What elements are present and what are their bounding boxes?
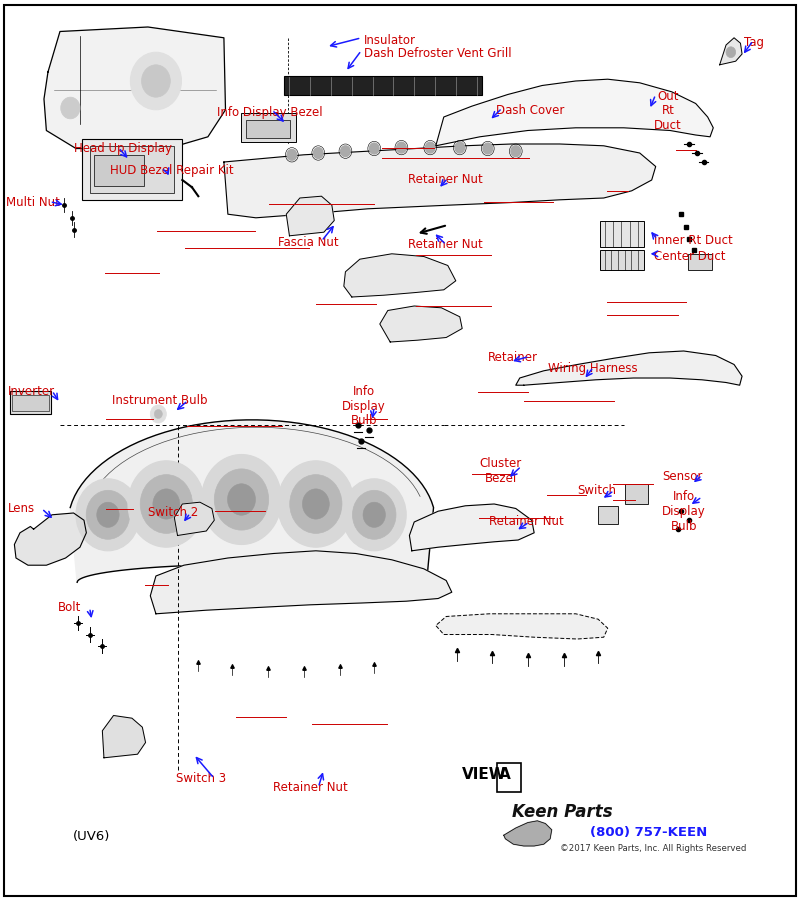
Text: ©2017 Keen Parts, Inc. All Rights Reserved: ©2017 Keen Parts, Inc. All Rights Reserv… [560,844,746,853]
Polygon shape [410,504,534,551]
Circle shape [314,148,323,158]
Circle shape [150,405,166,423]
Text: Retainer Nut: Retainer Nut [490,515,564,527]
Polygon shape [70,420,434,582]
Polygon shape [720,38,742,65]
Circle shape [140,474,193,534]
Text: Retainer Nut: Retainer Nut [274,781,348,794]
Polygon shape [150,551,452,614]
Circle shape [302,489,330,519]
Text: Dash Defroster Vent Grill: Dash Defroster Vent Grill [364,47,511,59]
Circle shape [455,142,465,153]
Circle shape [227,484,255,515]
Circle shape [86,491,130,539]
Circle shape [397,142,406,153]
Text: Retainer Nut: Retainer Nut [408,173,482,185]
Bar [600,250,644,270]
Circle shape [128,461,205,547]
Text: Lens: Lens [8,502,35,515]
Bar [246,120,290,138]
Text: Bolt: Bolt [58,601,81,614]
Circle shape [341,146,350,157]
Circle shape [154,410,162,418]
Bar [626,484,648,504]
Polygon shape [286,196,334,236]
Text: Cluster
Bezel: Cluster Bezel [480,457,522,485]
Text: Switch: Switch [578,484,616,497]
Text: A: A [499,767,510,782]
Bar [242,113,296,142]
Text: Retainer Nut: Retainer Nut [408,238,482,251]
Polygon shape [344,254,456,297]
Polygon shape [174,502,214,536]
Circle shape [483,143,493,154]
Circle shape [353,491,396,539]
Circle shape [511,146,521,157]
Circle shape [278,461,354,547]
Text: Insulator: Insulator [364,34,416,47]
Polygon shape [504,821,552,846]
Bar [90,146,174,193]
Circle shape [153,489,180,519]
Text: Center Duct: Center Duct [654,250,726,263]
Circle shape [130,52,182,110]
Circle shape [290,474,342,534]
Bar [10,392,51,414]
Polygon shape [102,716,146,758]
Polygon shape [44,27,226,148]
Polygon shape [436,79,714,146]
Text: Wiring Harness: Wiring Harness [548,362,638,374]
Bar [12,395,49,411]
Text: Dash Cover: Dash Cover [496,104,564,116]
Polygon shape [436,614,608,639]
Circle shape [76,479,140,551]
Text: Fascia Nut: Fascia Nut [278,236,339,248]
Text: HUD Bezel Repair Kit: HUD Bezel Repair Kit [110,164,234,176]
Circle shape [342,479,406,551]
Text: VIEW: VIEW [462,767,507,782]
Bar [688,254,712,270]
Circle shape [363,502,386,527]
Text: (UV6): (UV6) [74,830,110,842]
Circle shape [142,65,170,97]
Circle shape [202,454,282,544]
Polygon shape [224,144,656,218]
Circle shape [214,469,269,530]
Text: Instrument Bulb: Instrument Bulb [112,394,207,407]
Text: Switch 2: Switch 2 [148,506,198,518]
Text: Info
Display
Bulb: Info Display Bulb [662,491,706,533]
Text: Head Up Display: Head Up Display [74,142,171,155]
Text: (800) 757-KEEN: (800) 757-KEEN [590,826,707,839]
Bar [498,763,522,792]
Circle shape [97,502,119,527]
Polygon shape [516,351,742,385]
Circle shape [61,97,80,119]
Bar [284,76,482,94]
Text: Sensor: Sensor [662,470,702,482]
Bar [94,155,144,186]
Circle shape [287,149,297,160]
Text: Info Display Bezel: Info Display Bezel [218,106,323,119]
Text: Info
Display
Bulb: Info Display Bulb [342,385,386,428]
Polygon shape [380,306,462,342]
Text: Multi Nut: Multi Nut [6,196,60,209]
Polygon shape [14,513,86,565]
Text: Switch 3: Switch 3 [176,772,226,785]
Text: Retainer: Retainer [488,351,538,364]
Circle shape [370,143,379,154]
Bar [600,221,644,247]
Bar [598,506,618,524]
Circle shape [426,142,435,153]
Text: Inverter: Inverter [8,385,55,398]
Text: Out
Rt
Duct: Out Rt Duct [654,90,682,132]
Text: Tag: Tag [744,36,764,49]
Text: Inner Rt Duct: Inner Rt Duct [654,234,733,247]
Bar [82,139,182,200]
Circle shape [726,47,736,58]
Text: Keen Parts: Keen Parts [512,803,612,821]
